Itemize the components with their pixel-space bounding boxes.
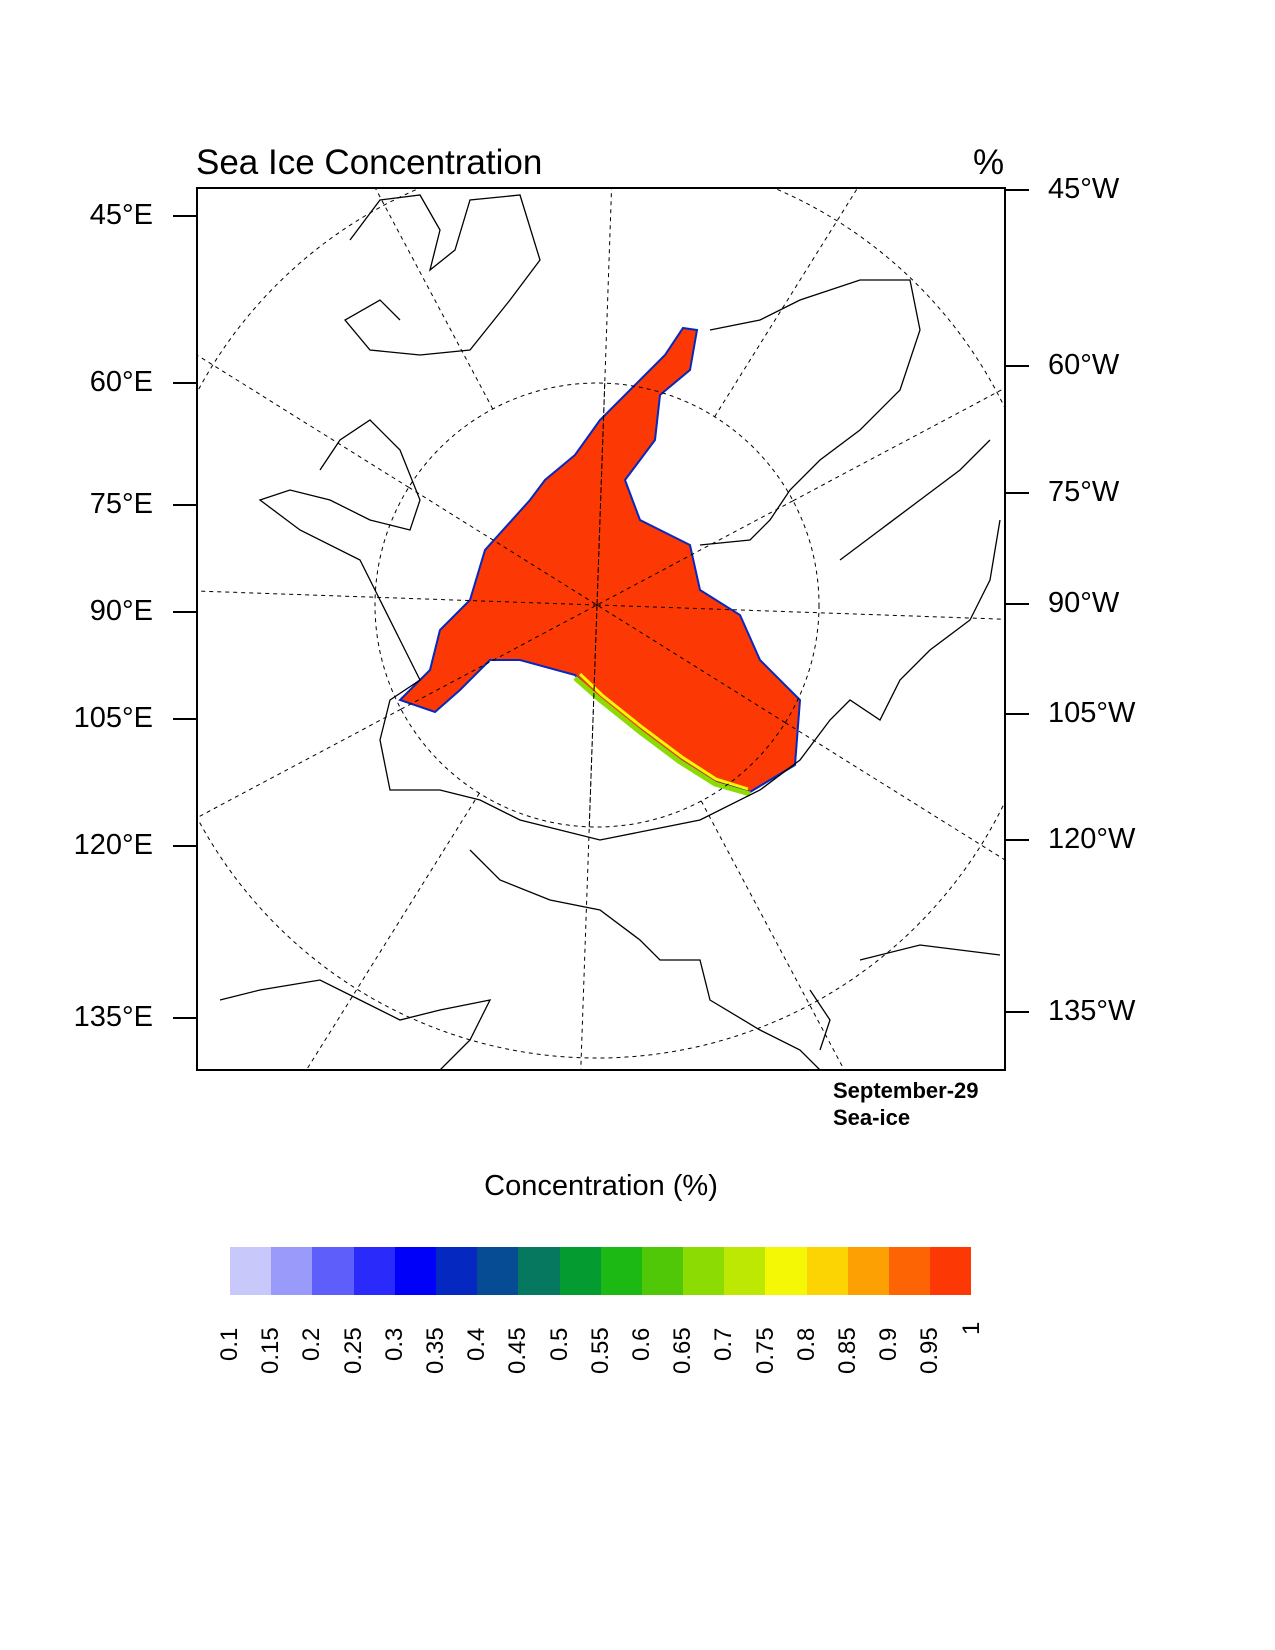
colorbar-swatch [847, 1247, 889, 1295]
colorbar-swatch [600, 1247, 642, 1295]
colorbar-tick-label: 0.6 [628, 1327, 655, 1361]
map-frame [196, 187, 1006, 1071]
left-longitude-label: 120°E [73, 829, 153, 861]
right-longitude-label: 60°W [1048, 349, 1120, 381]
meridian-line [197, 708, 402, 819]
colorbar-tick-label: 0.85 [834, 1327, 861, 1374]
left-longitude-label: 60°E [89, 366, 153, 398]
colorbar-swatch [477, 1247, 519, 1295]
colorbar-swatch [889, 1247, 931, 1295]
meridian-line [792, 387, 1005, 502]
colorbar-swatch [230, 1247, 272, 1295]
left-longitude-label: 75°E [89, 488, 153, 520]
map-title: Sea Ice Concentration [196, 143, 543, 182]
colorbar-tick-label: 0.75 [751, 1327, 779, 1374]
colorbar-tick-label: 0.45 [504, 1327, 532, 1374]
annotation: September-29 Sea-ice [833, 1077, 979, 1131]
colorbar-tick-label: 0.65 [669, 1327, 697, 1374]
colorbar-swatch [518, 1247, 560, 1295]
colorbar [230, 1247, 972, 1295]
meridian-line [580, 604, 598, 1070]
colorbar-swatch [394, 1247, 436, 1295]
colorbar-swatch [641, 1247, 684, 1295]
colorbar-swatch [353, 1247, 395, 1295]
meridian-line [400, 500, 794, 710]
colorbar-tick-label: 0.8 [792, 1327, 820, 1361]
right-longitude-label: 105°W [1048, 697, 1136, 729]
left-longitude-label: 135°E [73, 1001, 153, 1033]
left-longitude-label: 45°E [89, 199, 153, 231]
meridian-line [374, 188, 494, 410]
sea-ice-field [398, 326, 802, 794]
colorbar-tick-label: 1 [957, 1321, 985, 1335]
colorbar-swatch [765, 1247, 807, 1295]
colorbar-swatch [930, 1247, 972, 1295]
colorbar-tick-label: 0.15 [257, 1327, 285, 1374]
meridian-line [700, 800, 845, 1070]
colorbar-tick-label: 0.1 [216, 1327, 243, 1361]
colorbar-tick-label: 0.4 [463, 1327, 491, 1361]
colorbar-tick-label: 0.5 [545, 1327, 573, 1361]
meridian-line [408, 486, 786, 724]
right-longitude-label: 120°W [1048, 823, 1136, 855]
colorbar-tick-label: 0.3 [380, 1327, 408, 1361]
meridian-line [588, 383, 606, 827]
colorbar-swatch [271, 1247, 313, 1295]
right-longitude-label: 90°W [1048, 587, 1120, 619]
left-longitude-label: 90°E [89, 595, 153, 627]
colorbar-tick-label: 0.35 [422, 1327, 449, 1374]
colorbar-swatch [724, 1247, 766, 1295]
date-label: September-29 [833, 1078, 979, 1103]
colorbar-swatch [683, 1247, 725, 1295]
meridian-line [714, 188, 859, 417]
colorbar-swatch [559, 1247, 601, 1295]
colorbar-swatch [312, 1247, 354, 1295]
colorbar-tick-label: 0.95 [916, 1327, 944, 1374]
left-longitude-label: 105°E [73, 702, 153, 734]
colorbar-tick-label: 0.55 [586, 1327, 614, 1374]
colorbar-tick-label: 0.25 [339, 1327, 367, 1374]
colorbar-swatch [806, 1247, 848, 1295]
meridian-line [197, 354, 409, 488]
ice-edge-gradient [573, 676, 751, 797]
colorbar-tick-label: 0.7 [710, 1327, 738, 1361]
right-longitude-label: 45°W [1048, 173, 1120, 205]
coastlines [219, 194, 1001, 1070]
variable-label: Sea-ice [833, 1105, 911, 1130]
colorbar-tick-label: 0.2 [298, 1327, 326, 1361]
right-longitude-label: 135°W [1048, 995, 1136, 1027]
ice-edge-gradient-yellow [578, 672, 749, 791]
colorbar-swatch [435, 1247, 478, 1295]
units-label: % [973, 143, 1005, 182]
meridian-line [305, 793, 480, 1070]
right-longitude-label: 75°W [1048, 476, 1120, 508]
meridian-line [785, 722, 1005, 861]
colorbar-tick-label: 0.9 [875, 1327, 903, 1361]
latitude-circle [374, 382, 820, 828]
colorbar-title: Concentration (%) [484, 1170, 718, 1202]
